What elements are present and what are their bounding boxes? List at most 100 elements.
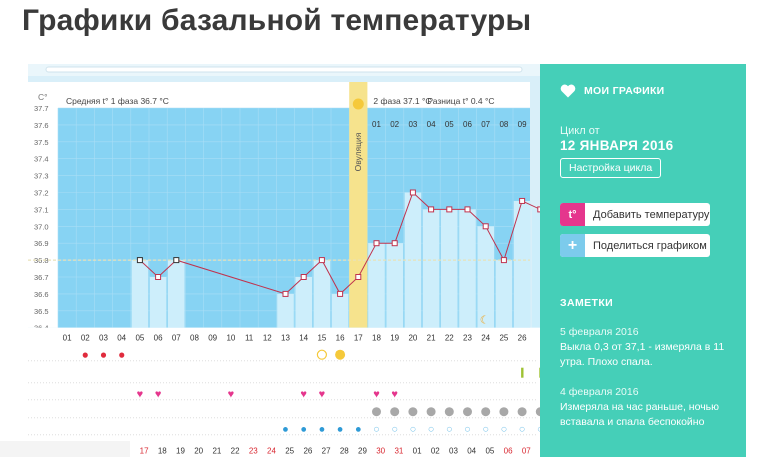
chart-header xyxy=(58,82,530,108)
cycle-day: 24 xyxy=(481,334,490,343)
cycle-day: 03 xyxy=(99,334,108,343)
temperature-point xyxy=(519,197,526,204)
water-drop-outline-icon: ○ xyxy=(464,424,471,436)
temperature-point xyxy=(482,223,489,230)
calendar-date: 19 xyxy=(176,447,185,456)
heart-icon: ♥ xyxy=(319,389,326,401)
cycle-day: 12 xyxy=(263,334,272,343)
post-ovulation-day: 02 xyxy=(390,120,399,129)
post-ovulation-day: 01 xyxy=(372,120,381,129)
cycle-day: 14 xyxy=(299,334,308,343)
temperature-bar xyxy=(477,226,494,328)
post-ovulation-day: 05 xyxy=(445,120,454,129)
temperature-point xyxy=(464,206,471,213)
share-chart-button[interactable]: + Поделиться графиком xyxy=(560,234,710,257)
pill-icon xyxy=(535,407,540,417)
page-scrollbar[interactable] xyxy=(746,64,754,457)
page-title: Графики базальной температуры xyxy=(22,4,532,37)
bbt-chart-panel[interactable]: C° 37.7 37.6 37.5 37.4 37.3 37.2 37.1 37.0 36.9 36… xyxy=(28,64,540,457)
pill-icon xyxy=(444,407,454,417)
sun-outline-icon xyxy=(316,349,327,360)
temperature-point xyxy=(537,206,540,213)
calendar-date: 04 xyxy=(467,447,476,456)
calendar-date: 02 xyxy=(431,447,440,456)
temperature-bar xyxy=(513,200,531,328)
calendar-date: 06 xyxy=(504,447,513,456)
water-drop-outline-icon: ○ xyxy=(482,424,489,436)
cycle-day: 06 xyxy=(154,334,163,343)
calendar-date: 23 xyxy=(249,447,258,456)
y-tick-label: 37.2 xyxy=(34,189,49,198)
water-drop-outline-icon: ○ xyxy=(537,424,540,436)
test-strip-icon xyxy=(539,367,540,378)
note-text: Выкла 0,3 от 37,1 - измеряла в 11 утра. … xyxy=(560,341,725,368)
cycle-from-label: Цикл от xyxy=(560,125,600,137)
calendar-date: 07 xyxy=(522,447,531,456)
calendar-date: 20 xyxy=(194,447,203,456)
temperature-point xyxy=(373,240,380,247)
cycle-day: 16 xyxy=(336,334,345,343)
heart-icon: ♥ xyxy=(391,389,398,401)
temperature-point xyxy=(446,206,453,213)
pill-icon xyxy=(390,407,400,417)
heart-icon xyxy=(560,84,576,98)
calendar-date: 26 xyxy=(303,447,312,456)
temperature-point xyxy=(391,240,398,247)
temperature-bar xyxy=(495,260,513,328)
cycle-day: 10 xyxy=(226,334,235,343)
calendar-date: 24 xyxy=(267,447,276,456)
cycle-date: 12 ЯНВАРЯ 2016 xyxy=(560,138,674,153)
temperature-point xyxy=(409,189,416,196)
water-drop-icon: ● xyxy=(355,424,362,436)
y-tick-label: 37.7 xyxy=(34,104,49,113)
calendar-date: 21 xyxy=(212,447,221,456)
y-tick-label: 36.8 xyxy=(34,256,49,265)
water-drop-outline-icon: ○ xyxy=(428,424,435,436)
bbt-chart[interactable]: C° 37.7 37.6 37.5 37.4 37.3 37.2 37.1 37.0 36.9 36… xyxy=(28,64,540,457)
y-axis-unit: C° xyxy=(38,92,48,102)
water-drop-outline-icon: ○ xyxy=(519,424,526,436)
difference-label: Разница t° 0.4 °C xyxy=(427,96,494,106)
temperature-point xyxy=(428,206,435,213)
calendar-date: 30 xyxy=(376,447,385,456)
pill-icon xyxy=(517,407,527,417)
moon-icon: ☾ xyxy=(480,315,490,327)
heart-icon: ♥ xyxy=(155,389,162,401)
calendar-date: 22 xyxy=(231,447,240,456)
sun-icon xyxy=(352,98,364,110)
cycle-day: 25 xyxy=(499,334,508,343)
temperature-bar xyxy=(313,260,331,328)
note-date: 4 февраля 2016 xyxy=(560,386,639,398)
temperature-bar xyxy=(277,293,294,328)
y-tick-label: 37.0 xyxy=(34,222,49,231)
status-bar xyxy=(0,441,130,457)
cycle-day: 23 xyxy=(463,334,472,343)
temperature-bar xyxy=(149,277,167,328)
y-tick-label: 36.6 xyxy=(34,290,49,299)
temperature-point xyxy=(155,274,162,280)
calendar-date: 18 xyxy=(158,447,167,456)
markers-panel xyxy=(28,327,540,457)
cycle-day: 04 xyxy=(117,334,126,343)
water-drop-icon: ● xyxy=(319,424,326,436)
share-chart-label: Поделиться графиком xyxy=(593,239,707,252)
cycle-day: 01 xyxy=(63,334,72,343)
water-drop-outline-icon: ○ xyxy=(391,424,398,436)
water-drop-outline-icon: ○ xyxy=(446,424,453,436)
calendar-date: 27 xyxy=(322,447,331,456)
cycle-day: 08 xyxy=(190,334,199,343)
sidebar: МОИ ГРАФИКИ Цикл от 12 ЯНВАРЯ 2016 Настр… xyxy=(540,64,746,457)
post-ovulation-day: 06 xyxy=(463,120,472,129)
pill-icon xyxy=(372,407,381,417)
cycle-day: 11 xyxy=(245,334,254,343)
phase1-label: Средняя t° 1 фаза 36.7 °C xyxy=(66,96,169,106)
add-temperature-button[interactable]: t° Добавить температуру xyxy=(560,203,710,226)
temperature-bar xyxy=(295,277,312,328)
pill-icon xyxy=(426,407,436,417)
calendar-date: 01 xyxy=(413,447,422,456)
cycle-settings-button[interactable]: Настройка цикла xyxy=(560,158,662,178)
calendar-date: 05 xyxy=(485,447,494,456)
y-tick-label: 36.7 xyxy=(34,273,49,282)
my-charts-link[interactable]: МОИ ГРАФИКИ xyxy=(560,84,665,98)
calendar-date: 25 xyxy=(285,447,294,456)
